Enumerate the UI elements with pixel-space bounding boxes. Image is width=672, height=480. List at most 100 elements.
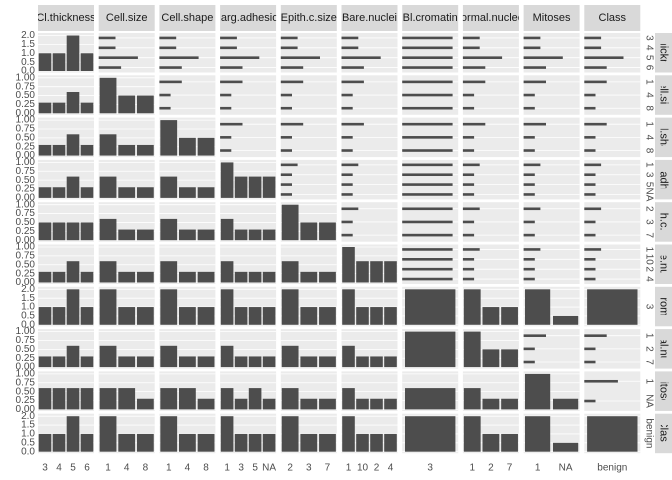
bar xyxy=(118,307,136,325)
row-strip xyxy=(655,117,672,158)
bar xyxy=(402,163,453,167)
bar xyxy=(462,258,475,261)
bar xyxy=(234,307,248,325)
bar xyxy=(80,53,94,71)
row-strip-label: Bl.cromatin xyxy=(658,279,670,334)
bar xyxy=(262,398,276,410)
panel-background xyxy=(159,33,216,73)
bar xyxy=(38,307,52,325)
bar xyxy=(280,56,320,59)
bar xyxy=(118,144,136,156)
bar xyxy=(523,233,535,237)
bar xyxy=(80,356,94,368)
bar xyxy=(584,122,607,126)
bar xyxy=(280,80,304,84)
y-tick-label: 1.00 xyxy=(16,115,36,126)
bar xyxy=(319,398,336,410)
bar xyxy=(405,416,456,452)
bar xyxy=(462,80,486,84)
bar xyxy=(220,106,232,110)
bar xyxy=(300,356,318,368)
bar xyxy=(197,187,215,198)
y-tick-label: 1.00 xyxy=(16,242,36,253)
panel-background xyxy=(98,33,155,73)
panel-background xyxy=(402,244,459,284)
y-tick-label: 1.00 xyxy=(16,326,36,337)
y-tick-label: 0.50 xyxy=(16,259,36,270)
bar xyxy=(553,442,579,452)
bar xyxy=(402,106,453,110)
bar xyxy=(38,187,52,198)
bar xyxy=(179,307,196,325)
bar xyxy=(584,248,602,251)
bar xyxy=(523,360,535,364)
bar xyxy=(38,53,52,71)
bar xyxy=(462,163,480,167)
bar xyxy=(52,53,66,71)
right-tick-label: 4 xyxy=(643,45,654,51)
bar xyxy=(462,122,486,126)
bar xyxy=(280,106,292,110)
bar xyxy=(99,176,117,198)
bar xyxy=(523,122,546,126)
bar xyxy=(523,193,535,196)
bar xyxy=(159,46,177,50)
bar xyxy=(80,271,94,283)
row-strip xyxy=(655,413,672,454)
right-tick-label: 6 xyxy=(643,65,654,71)
panel-background xyxy=(523,159,580,200)
bar xyxy=(356,356,369,368)
bar xyxy=(38,433,52,452)
bar xyxy=(341,93,353,97)
bar xyxy=(38,356,52,368)
bar xyxy=(462,207,480,211)
row-strip xyxy=(655,371,672,411)
y-tick-label: 0.5 xyxy=(21,437,35,448)
bar xyxy=(525,289,551,325)
y-tick-label: 0.00 xyxy=(16,235,36,246)
bar xyxy=(405,289,456,325)
bar xyxy=(159,66,182,69)
right-tick-label: 5 xyxy=(643,182,654,188)
bar xyxy=(98,66,122,69)
bar xyxy=(160,120,178,156)
bar xyxy=(342,247,355,283)
panel-background xyxy=(462,244,519,284)
row-strip-label: Epith.c.size xyxy=(658,194,670,250)
y-tick-label: 1.5 xyxy=(21,39,35,50)
bar xyxy=(482,433,500,452)
bar xyxy=(280,136,292,139)
bar xyxy=(80,222,94,241)
bar xyxy=(262,271,276,283)
bar xyxy=(52,356,66,368)
bar xyxy=(99,261,117,283)
bar xyxy=(384,307,397,325)
bar xyxy=(179,137,196,156)
row-strip xyxy=(655,244,672,284)
right-tick-label: 3 xyxy=(643,304,654,310)
bar xyxy=(523,207,541,211)
column-strip xyxy=(584,5,641,31)
bar xyxy=(159,80,182,84)
y-tick-label: 0.25 xyxy=(16,353,36,364)
bar xyxy=(319,271,336,283)
bar xyxy=(179,229,196,241)
bar xyxy=(98,36,116,40)
y-tick-label: 0.00 xyxy=(16,150,36,161)
bar xyxy=(319,222,336,241)
bar xyxy=(234,271,248,283)
bar xyxy=(220,46,237,50)
bar xyxy=(523,46,541,50)
bar xyxy=(384,261,397,283)
y-tick-label: 0.0 xyxy=(21,446,35,457)
column-strip xyxy=(462,5,519,31)
row-strip-label: Marg.adhesion xyxy=(658,143,670,216)
bar xyxy=(462,149,475,152)
row-strip-label: Cell.shape xyxy=(658,111,670,163)
right-tick-label: 4 xyxy=(643,276,654,282)
bar xyxy=(584,220,596,224)
bar xyxy=(341,183,353,186)
bar xyxy=(98,46,116,50)
y-tick-label: 0.25 xyxy=(16,184,36,195)
bar xyxy=(405,388,456,410)
